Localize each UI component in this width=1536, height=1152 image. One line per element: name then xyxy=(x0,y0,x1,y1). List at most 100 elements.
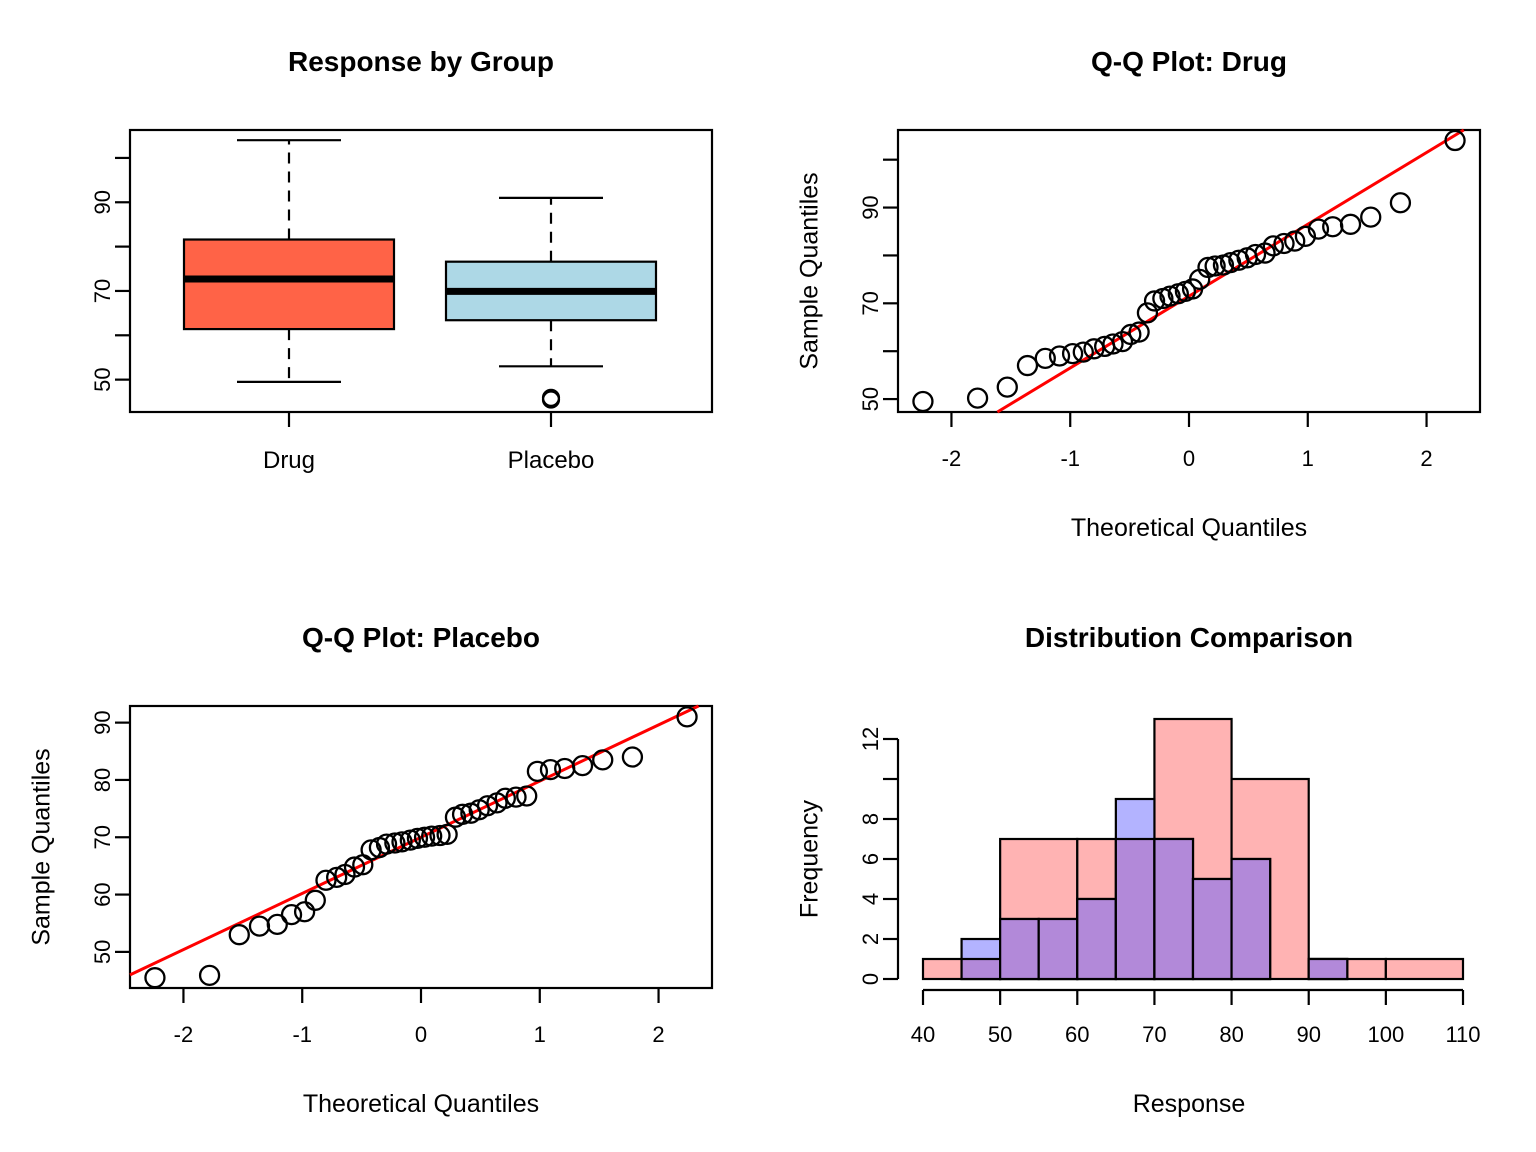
y-tick-label: 50 xyxy=(90,367,115,391)
qq-point xyxy=(1128,321,1150,343)
x-tick-label: 1 xyxy=(1302,446,1314,471)
qq-point xyxy=(1322,216,1344,238)
overlap-bar xyxy=(1114,837,1156,981)
x-tick-label: 80 xyxy=(1219,1022,1243,1047)
overlap-bar xyxy=(1037,917,1079,981)
qq-point xyxy=(1159,285,1181,307)
y-tick-label: 70 xyxy=(90,279,115,303)
qq-point xyxy=(413,826,436,848)
y-axis: 50 70 90 xyxy=(858,158,898,411)
y-tick-label: 70 xyxy=(858,291,883,315)
qq-point xyxy=(1244,243,1267,266)
qq-point xyxy=(505,786,527,808)
qq-point xyxy=(526,760,549,782)
qq-point xyxy=(476,795,499,817)
qq-point xyxy=(343,856,366,878)
qq-drug-ylabel: Sample Quantiles xyxy=(795,172,824,370)
y-tick-label: 90 xyxy=(90,190,115,214)
qq-point xyxy=(391,831,413,853)
qq-point xyxy=(429,824,451,847)
x-tick-label: 50 xyxy=(988,1022,1012,1047)
qq-point xyxy=(406,827,429,850)
qq-point xyxy=(384,832,406,854)
histogram-canvas: 0 2 4 6 8 12 40 50 60 70 80 90 100 110 xyxy=(858,717,1481,1047)
qq-points xyxy=(912,129,1466,413)
qq-point xyxy=(360,839,382,861)
qq-point xyxy=(1136,302,1159,324)
qq-point xyxy=(304,889,326,911)
x-tick-label: 100 xyxy=(1367,1022,1404,1047)
qq-placebo-ylabel: Sample Quantiles xyxy=(27,748,56,946)
box-placebo xyxy=(444,196,658,409)
iqr-box xyxy=(182,238,396,331)
qq-drug-xlabel: Theoretical Quantiles xyxy=(1070,514,1308,542)
qq-point xyxy=(571,754,594,777)
boxplot-title: Response by Group xyxy=(287,46,555,77)
y-tick-label: 8 xyxy=(858,813,883,825)
qq-drug-title: Q-Q Plot: Drug xyxy=(1091,46,1287,77)
overlap-bar xyxy=(999,917,1040,981)
histogram-title: Distribution Comparison xyxy=(1024,622,1354,653)
x-axis: -2 -1 0 1 2 xyxy=(174,988,665,1047)
x-tick-label: 70 xyxy=(1142,1022,1166,1047)
y-tick-label: 80 xyxy=(90,768,115,792)
drug-bar xyxy=(1384,957,1465,981)
qq-point xyxy=(1072,341,1094,363)
qq-point xyxy=(293,901,316,923)
qq-point xyxy=(676,706,698,728)
overlap-bar xyxy=(1307,957,1349,981)
qq-point xyxy=(436,823,458,846)
qq-point xyxy=(1389,192,1412,214)
qq-point xyxy=(1048,345,1071,367)
outlier-point xyxy=(541,388,561,407)
qq-line xyxy=(129,704,700,977)
qq-point xyxy=(198,964,221,987)
qq-point xyxy=(1197,256,1219,279)
qq-points xyxy=(144,706,698,989)
qq-point xyxy=(592,749,614,771)
qq-point xyxy=(996,376,1018,398)
x-tick-label: 60 xyxy=(1065,1022,1089,1047)
qq-point xyxy=(266,913,288,936)
qq-point xyxy=(912,390,934,413)
y-tick-label: 50 xyxy=(858,387,883,411)
qq-placebo-title: Q-Q Plot: Placebo xyxy=(301,622,541,653)
qq-point xyxy=(539,758,562,781)
panel-response-by-group: 50 70 90 Drug Placebo Response by Group xyxy=(0,0,768,576)
qq-point xyxy=(1307,218,1330,240)
qq-point xyxy=(621,746,644,768)
x-tick-label: 40 xyxy=(911,1022,935,1047)
qq-point xyxy=(144,967,166,989)
x-tick-label: 90 xyxy=(1296,1022,1320,1047)
qq-point xyxy=(494,787,516,809)
qq-placebo-xlabel: Theoretical Quantiles xyxy=(302,1090,540,1118)
y-tick-label: 0 xyxy=(858,973,883,985)
x-tick-label: -1 xyxy=(292,1022,312,1047)
plot-frame xyxy=(128,128,714,414)
x-axis: 40 50 60 70 80 90 100 110 xyxy=(911,988,1481,1047)
qq-point xyxy=(1102,333,1124,355)
qq-point xyxy=(280,903,303,926)
y-tick-label: 50 xyxy=(90,940,115,964)
qq-point xyxy=(1273,232,1295,255)
qq-point xyxy=(315,869,337,891)
x-tick-label: -2 xyxy=(942,446,962,471)
overlap-bar xyxy=(1153,837,1195,981)
y-axis: 50 60 70 80 90 xyxy=(90,710,130,964)
overlap-bar xyxy=(1230,857,1272,981)
histogram-ylabel: Frequency xyxy=(795,799,824,919)
box-drug xyxy=(182,139,396,383)
qq-point xyxy=(1262,235,1284,257)
y-tick-label: 70 xyxy=(90,825,115,849)
qq-point xyxy=(1034,347,1056,370)
category-label: Drug xyxy=(263,447,315,474)
qq-point xyxy=(1444,129,1466,152)
y-axis: 50 70 90 xyxy=(90,156,130,392)
y-tick-label: 90 xyxy=(858,195,883,219)
qq-drug-canvas: 50 70 90 -2 -1 0 1 2 xyxy=(858,128,1482,471)
overlap-bar xyxy=(960,957,1002,981)
qq-point xyxy=(516,785,538,807)
qq-point xyxy=(1204,255,1226,277)
qq-point xyxy=(1339,213,1362,235)
qq-point xyxy=(1294,225,1317,247)
